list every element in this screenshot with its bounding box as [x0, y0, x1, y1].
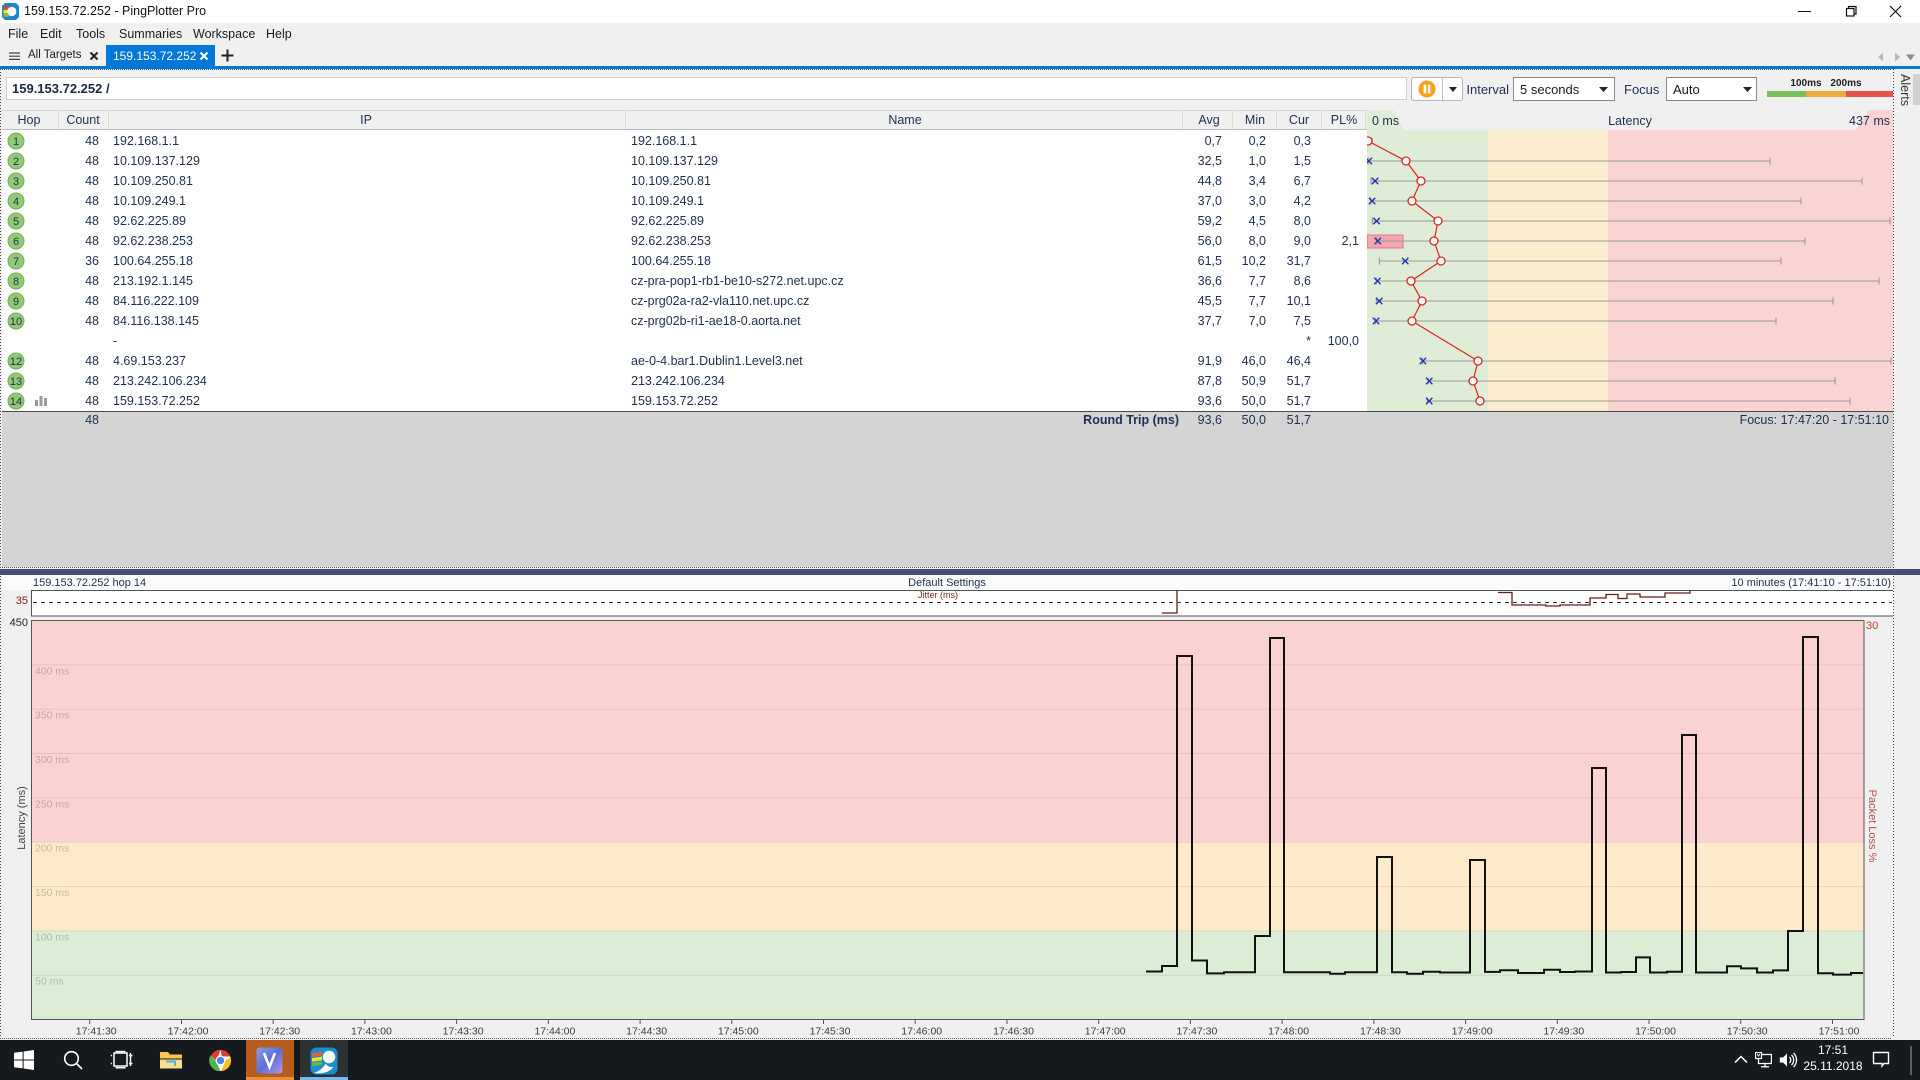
svg-text:17:49:30: 17:49:30 — [1543, 1026, 1584, 1038]
svg-text:17:46:30: 17:46:30 — [993, 1026, 1034, 1038]
svg-text:4: 4 — [13, 196, 19, 208]
svg-text:50 ms: 50 ms — [35, 976, 64, 988]
svg-text:7: 7 — [13, 256, 19, 268]
svg-text:17:51:00: 17:51:00 — [1819, 1026, 1860, 1038]
svg-text:17:45:00: 17:45:00 — [718, 1026, 759, 1038]
svg-text:17:49:00: 17:49:00 — [1452, 1026, 1493, 1038]
svg-text:2: 2 — [13, 156, 19, 168]
svg-text:17:41:30: 17:41:30 — [76, 1026, 117, 1038]
svg-text:17:44:30: 17:44:30 — [626, 1026, 667, 1038]
svg-text:17:45:30: 17:45:30 — [810, 1026, 851, 1038]
svg-text:400 ms: 400 ms — [35, 665, 69, 677]
svg-text:150 ms: 150 ms — [35, 887, 69, 899]
svg-text:17:48:00: 17:48:00 — [1268, 1026, 1309, 1038]
svg-text:0 ms: 0 ms — [1372, 114, 1399, 128]
svg-text:100 ms: 100 ms — [35, 931, 69, 943]
svg-text:Jitter (ms): Jitter (ms) — [918, 590, 958, 600]
svg-text:17:47:30: 17:47:30 — [1176, 1026, 1217, 1038]
svg-text:13: 13 — [10, 376, 22, 388]
svg-text:17:47:00: 17:47:00 — [1085, 1026, 1126, 1038]
svg-text:17:44:00: 17:44:00 — [534, 1026, 575, 1038]
svg-text:250 ms: 250 ms — [35, 798, 69, 810]
svg-text:17:48:30: 17:48:30 — [1360, 1026, 1401, 1038]
svg-text:1: 1 — [13, 136, 19, 148]
svg-text:350 ms: 350 ms — [35, 710, 69, 722]
svg-text:437 ms: 437 ms — [1849, 114, 1890, 128]
svg-text:6: 6 — [13, 236, 19, 248]
svg-text:9: 9 — [13, 296, 19, 308]
svg-text:17:50:30: 17:50:30 — [1727, 1026, 1768, 1038]
svg-text:17:42:30: 17:42:30 — [259, 1026, 300, 1038]
svg-text:10: 10 — [10, 316, 22, 328]
svg-text:17:42:00: 17:42:00 — [168, 1026, 209, 1038]
svg-text:300 ms: 300 ms — [35, 754, 69, 766]
svg-text:17:43:00: 17:43:00 — [351, 1026, 392, 1038]
svg-text:17:43:30: 17:43:30 — [443, 1026, 484, 1038]
svg-text:3: 3 — [13, 176, 19, 188]
svg-text:14: 14 — [10, 396, 22, 408]
svg-text:17:46:00: 17:46:00 — [901, 1026, 942, 1038]
svg-text:17:50:00: 17:50:00 — [1635, 1026, 1676, 1038]
svg-text:12: 12 — [10, 356, 22, 368]
svg-text:8: 8 — [13, 276, 19, 288]
svg-text:Latency: Latency — [1608, 114, 1653, 128]
svg-text:5: 5 — [13, 216, 19, 228]
svg-text:200 ms: 200 ms — [35, 843, 69, 855]
